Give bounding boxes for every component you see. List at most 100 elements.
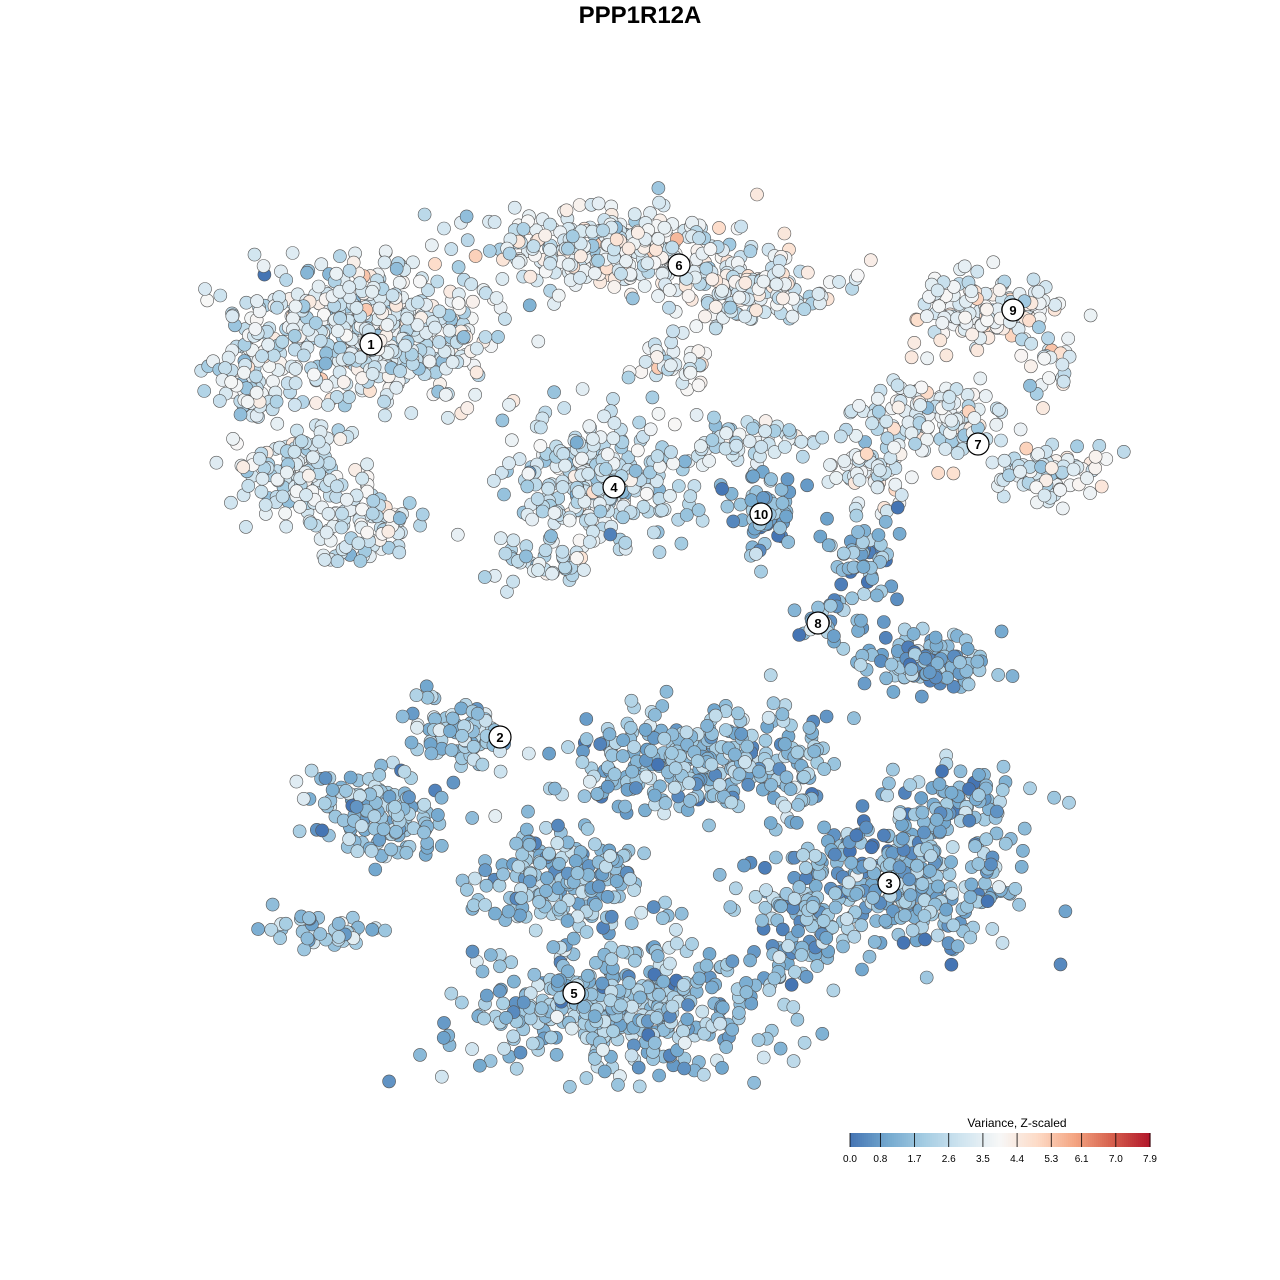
data-point [382,1074,396,1089]
data-point [544,529,558,543]
data-point [910,858,924,873]
data-point [655,911,670,926]
data-point [683,793,697,808]
data-point [643,422,658,437]
data-point [542,846,556,861]
data-point [800,478,814,493]
data-point [330,390,344,404]
data-point [349,300,364,315]
data-point [705,272,720,287]
data-point [978,389,993,403]
data-point [611,1078,625,1092]
data-point [890,500,905,515]
data-point [603,849,617,863]
data-point [287,398,302,412]
data-point [855,962,869,977]
data-point [402,790,416,805]
data-point [331,916,346,931]
data-point [404,406,419,420]
data-point [389,824,403,839]
data-point [761,710,776,725]
data-point [663,956,677,971]
data-point [759,883,773,897]
data-point [621,241,636,256]
data-point [712,867,727,882]
data-point [377,394,391,409]
data-point [468,249,483,263]
data-point [794,434,809,449]
data-point [197,384,211,398]
data-point [992,402,1006,417]
data-point [213,394,227,408]
data-point [521,746,536,761]
data-point [1023,781,1037,796]
data-point [372,768,387,782]
data-point [658,895,672,910]
data-point [946,918,961,933]
data-point [779,509,794,524]
data-point [938,442,953,456]
data-point [708,321,723,336]
data-point [502,397,516,412]
data-point [689,408,704,422]
data-point [632,415,647,430]
data-point [488,809,503,823]
data-point [1019,441,1034,456]
data-point [226,431,240,446]
data-point [431,808,445,822]
data-point [252,451,267,466]
data-point [674,906,689,921]
data-point [708,300,723,314]
data-point [606,392,620,406]
data-point [903,888,918,902]
data-point [935,764,949,779]
data-point [778,737,792,751]
data-point [942,390,957,404]
data-point [763,816,778,830]
data-point [756,274,771,289]
data-point [775,496,790,510]
data-point [432,304,447,319]
data-point [677,1036,692,1050]
data-point [446,775,461,790]
data-point [477,570,492,584]
data-point [651,757,665,772]
data-point [308,316,323,330]
data-point [233,407,248,422]
data-point [424,238,439,253]
data-point [397,764,412,779]
data-point [550,1010,564,1024]
data-point [1056,374,1071,389]
data-point [598,462,613,476]
data-point [445,355,460,369]
data-point [470,706,485,721]
data-point [593,504,608,519]
data-point [691,378,706,393]
data-point [570,551,584,565]
data-point [521,466,536,481]
data-point [555,480,570,494]
data-point [935,316,950,330]
data-point [699,958,714,973]
data-point [478,863,493,878]
data-point [615,944,630,959]
data-point [450,527,465,542]
data-point [994,624,1009,639]
data-point [507,200,522,215]
data-point [614,998,628,1013]
data-point [758,860,772,875]
data-point [685,937,699,951]
data-point [553,900,568,914]
data-point [314,257,329,272]
data-point [662,300,676,315]
data-point [516,222,531,236]
data-point [543,256,557,271]
data-point [652,987,666,1002]
data-point [509,1061,524,1076]
data-point [441,410,455,425]
data-point [402,496,417,510]
data-point [342,832,356,846]
data-point [666,324,680,339]
data-point [315,823,329,838]
data-point [600,447,615,462]
